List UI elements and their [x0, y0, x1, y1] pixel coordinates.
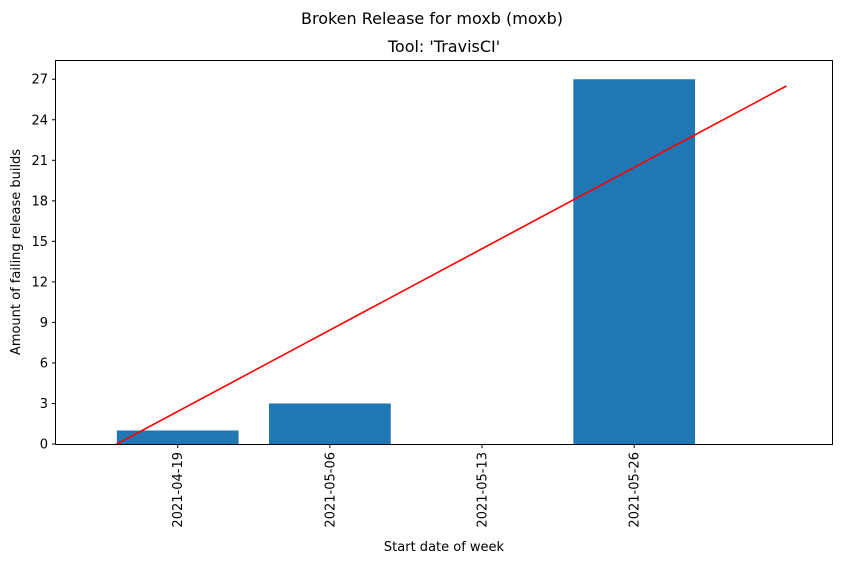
y-tick-label: 24: [31, 113, 48, 128]
y-axis-label: Amount of failing release builds: [9, 149, 24, 355]
y-tick-label: 6: [40, 356, 48, 371]
plot-area: 0 3 6 9 12 15 18 21 24 27 2021-04-19 2021-05-06 2021…: [31, 73, 787, 528]
y-tick-label: 15: [31, 235, 48, 250]
y-tick-label: 0: [40, 438, 48, 453]
x-axis-label: Start date of week: [384, 540, 505, 555]
y-tick-label: 3: [40, 397, 48, 412]
chart-subtitle: Tool: 'TravisCI': [387, 37, 500, 56]
trend-line: [115, 85, 787, 444]
bar-2021-05-26: [573, 79, 696, 444]
x-tick-label: 2021-04-19: [171, 452, 186, 528]
y-tick-label: 27: [31, 73, 48, 88]
bar-2021-04-19: [116, 430, 239, 444]
bar-2021-05-06: [269, 403, 391, 444]
x-tick-label: 2021-05-26: [628, 452, 643, 528]
y-tick-label: 12: [31, 275, 48, 290]
y-tick-label: 21: [31, 154, 48, 169]
x-tick-label: 2021-05-13: [476, 452, 491, 528]
chart-title: Broken Release for moxb (moxb): [301, 9, 563, 28]
y-tick-label: 18: [31, 194, 48, 209]
x-tick-label: 2021-05-06: [323, 452, 338, 528]
y-tick-label: 9: [40, 316, 48, 331]
plot-frame: [55, 60, 833, 445]
